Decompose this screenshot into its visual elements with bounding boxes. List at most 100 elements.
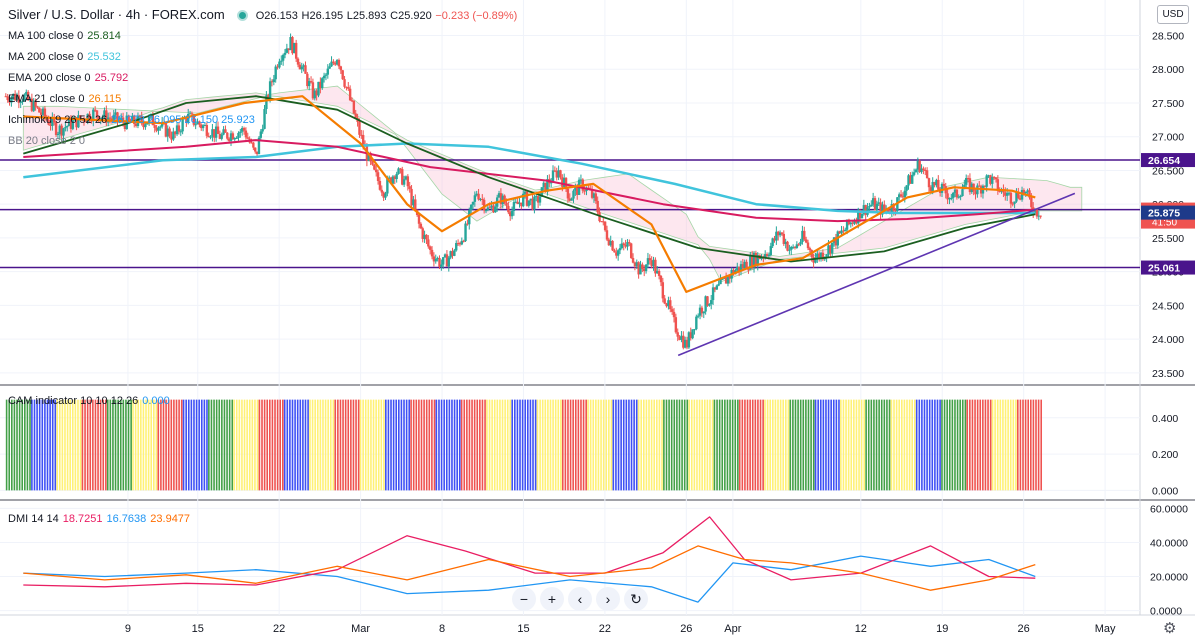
cam-bar [534, 399, 537, 491]
candle-body [801, 230, 804, 242]
symbol-title[interactable]: Silver / U.S. Dollar · 4h · FOREX.com [8, 7, 225, 22]
price-label-box [1141, 205, 1195, 220]
candle-body [940, 183, 944, 193]
candle-body [71, 120, 75, 129]
legend-ichimoku[interactable]: Ichimoku 9 26 52 26 26.078 26.095 26.150 … [8, 114, 255, 126]
cam-bar [243, 399, 246, 491]
candle-body [17, 95, 21, 103]
candle-body [994, 177, 998, 180]
cam-bar [928, 399, 931, 491]
cam-bar [971, 399, 974, 491]
cam-bar [956, 399, 959, 491]
scroll-left-button[interactable]: ‹ [568, 587, 592, 611]
cam-bar [387, 399, 390, 491]
cam-bar [385, 399, 387, 491]
zoom-out-button[interactable]: − [512, 587, 536, 611]
candle-body [669, 300, 672, 310]
cam-bar [403, 399, 405, 491]
candle-body [67, 118, 71, 127]
cam-bar [420, 399, 423, 491]
cam-bar [66, 399, 69, 491]
legend-ema200[interactable]: EMA 200 close 0 25.792 [8, 72, 129, 84]
candle-body [644, 264, 648, 272]
cam-indicator-label[interactable]: CAM indicator 10 10 12 26 0.000 [8, 395, 170, 407]
ohlc-close: C25.920 [390, 10, 432, 22]
cam-bar [132, 399, 134, 491]
candle-body [659, 275, 663, 283]
candle-body [227, 138, 231, 141]
candle-body [213, 129, 216, 138]
cam-bar [701, 399, 703, 491]
candle-body [373, 164, 376, 170]
legend-ma200[interactable]: MA 200 close 0 25.532 [8, 51, 121, 63]
cam-tick-label: 0.400 [1152, 413, 1178, 425]
candle-body [458, 243, 462, 245]
candle-body [30, 98, 34, 111]
candle-body [572, 190, 575, 199]
candle-body [510, 210, 514, 217]
cam-bar [676, 399, 678, 491]
cam-bar [835, 399, 838, 491]
cam-bar [122, 399, 125, 491]
currency-button[interactable]: USD [1157, 5, 1189, 24]
candle-body [103, 110, 106, 117]
scroll-right-button[interactable]: › [596, 587, 620, 611]
cam-bar [332, 399, 335, 491]
candle-body [423, 234, 426, 239]
candle-body [1026, 190, 1029, 192]
cam-bar [845, 399, 847, 491]
cam-bar [511, 399, 514, 491]
candle-body [732, 269, 735, 275]
cam-bar [458, 399, 461, 491]
dmi-label[interactable]: DMI 14 14 18.7251 16.7638 23.9477 [8, 513, 191, 525]
candle-body [196, 121, 199, 125]
cam-bar [890, 399, 893, 491]
candle-body [786, 241, 789, 251]
candle-body [475, 193, 478, 196]
candle-body [421, 228, 424, 239]
candle-body [1009, 192, 1013, 204]
candle-body [140, 116, 143, 123]
cam-bar [97, 399, 99, 491]
cam-bar [38, 399, 41, 491]
candle-body [862, 205, 866, 214]
candle-body [388, 177, 391, 179]
candle-body [382, 192, 385, 198]
candle-body [991, 176, 994, 184]
candle-body [922, 168, 925, 171]
candle-body [894, 210, 897, 212]
reset-chart-button[interactable]: ↻ [624, 587, 648, 611]
cam-bar [206, 399, 208, 491]
cam-bar [779, 399, 782, 491]
legend-ma100[interactable]: MA 100 close 0 25.814 [8, 30, 121, 42]
cam-bar [479, 399, 481, 491]
cam-bar [233, 399, 235, 491]
cam-bar [339, 399, 342, 491]
settings-gear-icon[interactable]: ⚙ [1163, 620, 1177, 637]
cam-bar [749, 399, 751, 491]
cam-bar [162, 399, 165, 491]
candle-body [706, 296, 709, 306]
cam-bar [16, 399, 18, 491]
candle-body [816, 253, 819, 259]
candle-body [827, 245, 830, 255]
candle-body [434, 259, 437, 262]
candle-body [432, 256, 436, 262]
price-label-text: 26.654 [1148, 155, 1180, 167]
candle-body [164, 122, 168, 137]
candle-body [133, 115, 136, 124]
candle-body [105, 110, 108, 123]
candle-body [793, 246, 797, 249]
legend-bb[interactable]: BB 20 close 2 0 [8, 135, 86, 147]
candle-body [853, 221, 856, 224]
candle-body [157, 127, 160, 131]
cam-bar [541, 399, 544, 491]
cam-bar [713, 399, 716, 491]
legend-ema21[interactable]: EMA 21 close 0 26.115 [8, 93, 122, 105]
cam-bar [289, 399, 291, 491]
cam-bar [228, 399, 231, 491]
candle-body [555, 170, 558, 178]
zoom-in-button[interactable]: + [540, 587, 564, 611]
candle-body [771, 238, 774, 247]
